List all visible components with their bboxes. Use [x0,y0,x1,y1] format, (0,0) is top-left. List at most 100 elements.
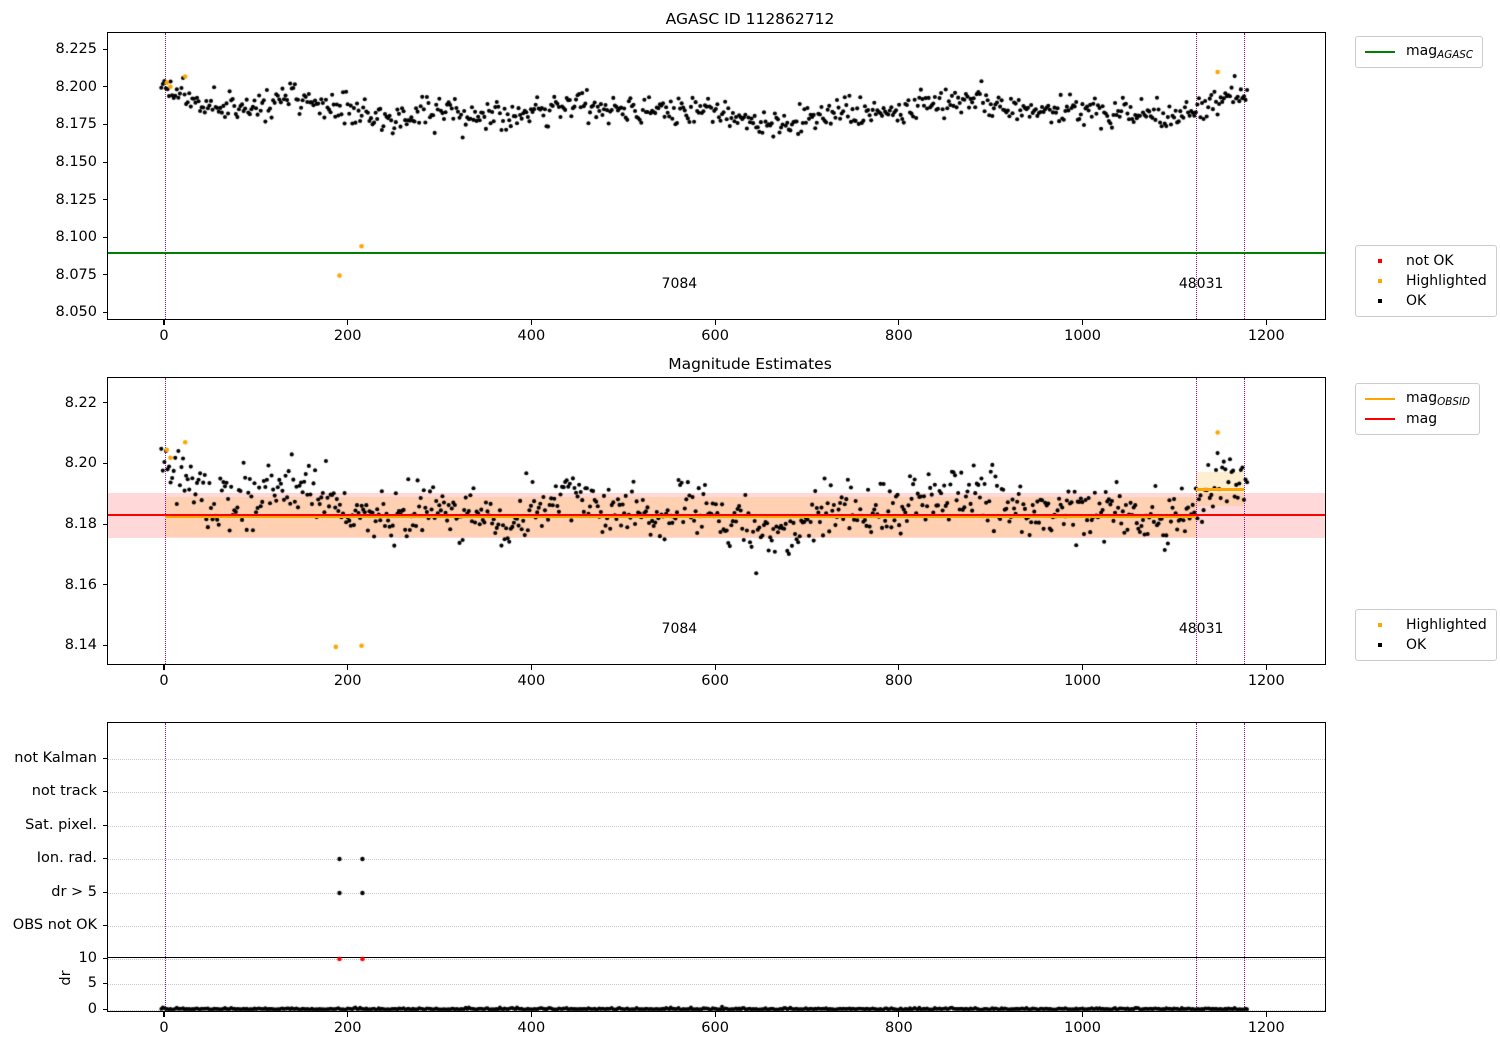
panel3-flag-label: dr > 5 [51,884,97,900]
legend-item-highlighted[interactable]: Highlighted [1363,271,1487,291]
legend-item-mag-obsid[interactable]: magOBSID [1363,389,1470,409]
panel2-xtick [1265,665,1267,670]
panel3-dr-tick-label: 10 [78,950,97,966]
panel1-xtick-label: 1000 [1064,328,1102,344]
panel2-ytick [102,402,107,404]
panel1-ytick [102,48,107,50]
legend-item-highlighted-2[interactable]: Highlighted [1363,615,1487,635]
panel1-ytick [102,123,107,126]
panel1-xtick [1265,320,1267,325]
panel2-ytick [102,644,107,646]
panel2-xtick [530,665,532,670]
panel2: 708448031 [107,377,1326,665]
legend-item-ok[interactable]: OK [1363,291,1487,311]
panel1-ytick-label: 8.125 [55,191,97,208]
panel1-xtick [714,320,716,325]
panel2-xtick-label: 1000 [1064,673,1102,689]
panel1-xtick [163,320,165,325]
panel2-title: Magnitude Estimates [668,355,832,373]
panel2-axes: 708448031 [107,377,1326,665]
panel1-ytick [102,86,107,88]
panel3-xtick [1265,1012,1267,1017]
panel2-xtick [163,665,165,670]
panel1-legend-top[interactable]: magAGASC [1355,36,1484,68]
panel3-dr-tick [102,982,107,984]
panel3-ytick [102,857,107,859]
panel2-ytick-label: 8.22 [64,394,97,411]
panel3-xtick-label: 600 [701,1020,729,1036]
panel2-ytick-label: 8.14 [64,637,97,654]
panel1-xtick-label: 400 [517,328,546,344]
panel3-dr-tick-label: 0 [87,1001,97,1017]
panel1-ytick [102,236,107,238]
panel2-ytick [102,462,107,464]
panel3-flag-label: not Kalman [14,750,97,766]
panel3-xtick-label: 800 [885,1020,913,1036]
panel3-flag-label: Ion. rad. [36,850,97,866]
legend-label-ok-2: OK [1406,636,1427,653]
panel2-xtick-label: 800 [885,673,913,689]
panel1-scatter-canvas [108,33,1325,319]
panel3-xtick [347,1012,349,1017]
panel3-xtick [530,1012,532,1017]
panel1-xtick-label: 600 [701,328,729,344]
panel3-xtick [163,1012,165,1017]
red-line-icon [1363,417,1397,421]
panel2-xtick-label: 1200 [1247,673,1285,689]
panel3-dr-tick [102,1008,107,1010]
panel1-xtick [898,320,900,325]
legend-item-ok-2[interactable]: OK [1363,635,1487,655]
legend-label-ok: OK [1406,292,1427,309]
panel3-ytick [102,924,107,926]
panel1-ytick-label: 8.050 [55,304,97,321]
panel3-scatter-canvas [108,723,1325,1011]
panel1-xtick [530,320,532,325]
panel2-ytick [102,584,107,586]
red-dot-icon [1363,258,1397,264]
panel2-legend-top[interactable]: magOBSID mag [1355,383,1480,435]
legend-label-mag-agasc: magAGASC [1406,43,1474,61]
panel3-xtick-label: 200 [333,1020,362,1036]
legend-label-mag: mag [1406,410,1438,427]
panel1: 708448031 [107,32,1326,320]
panel2-xtick [1082,665,1084,670]
panel1-ytick [102,274,107,276]
panel3 [107,722,1326,1012]
panel1-ytick-label: 8.175 [55,116,97,133]
orange-dot-icon [1363,278,1397,284]
panel1-legend-bottom[interactable]: not OK Highlighted OK [1355,245,1497,317]
panel1-ytick-label: 8.075 [55,266,97,283]
panel2-ytick-label: 8.20 [64,455,97,472]
legend-label-highlighted-2: Highlighted [1406,616,1487,633]
orange-dot-icon [1363,622,1397,628]
mag-obsid-line [164,515,1196,519]
panel2-ytick-label: 8.18 [64,516,97,533]
panel1-xtick-label: 800 [885,328,913,344]
panel3-xtick [714,1012,716,1017]
legend-item-mag-agasc[interactable]: magAGASC [1363,42,1473,62]
panel1-ytick [102,311,107,314]
panel1-xtick [1082,320,1084,325]
panel2-ytick [102,523,107,525]
panel1-ytick-label: 8.150 [55,154,97,171]
legend-item-mag[interactable]: mag [1363,409,1470,429]
mag-line [108,514,1325,517]
panel2-scatter-canvas [108,378,1325,664]
panel3-xtick-label: 400 [517,1020,546,1036]
legend-item-not-ok[interactable]: not OK [1363,251,1487,271]
green-line-icon [1363,50,1397,54]
legend-label-highlighted: Highlighted [1406,272,1487,289]
panel3-flag-label: Sat. pixel. [25,817,97,833]
mag-obsid-line [1195,487,1245,491]
panel3-xtick-label: 1200 [1247,1020,1285,1036]
panel3-axes [107,722,1326,1012]
black-dot-icon [1363,298,1397,304]
panel2-ytick-label: 8.16 [64,576,97,593]
panel1-xtick [347,320,349,325]
panel2-xtick [898,665,900,670]
panel1-xtick-label: 1200 [1247,328,1285,344]
panel2-xtick [714,665,716,670]
panel3-xtick-label: 1000 [1064,1020,1102,1036]
panel2-legend-bottom[interactable]: Highlighted OK [1355,609,1497,661]
black-dot-icon [1363,642,1397,648]
